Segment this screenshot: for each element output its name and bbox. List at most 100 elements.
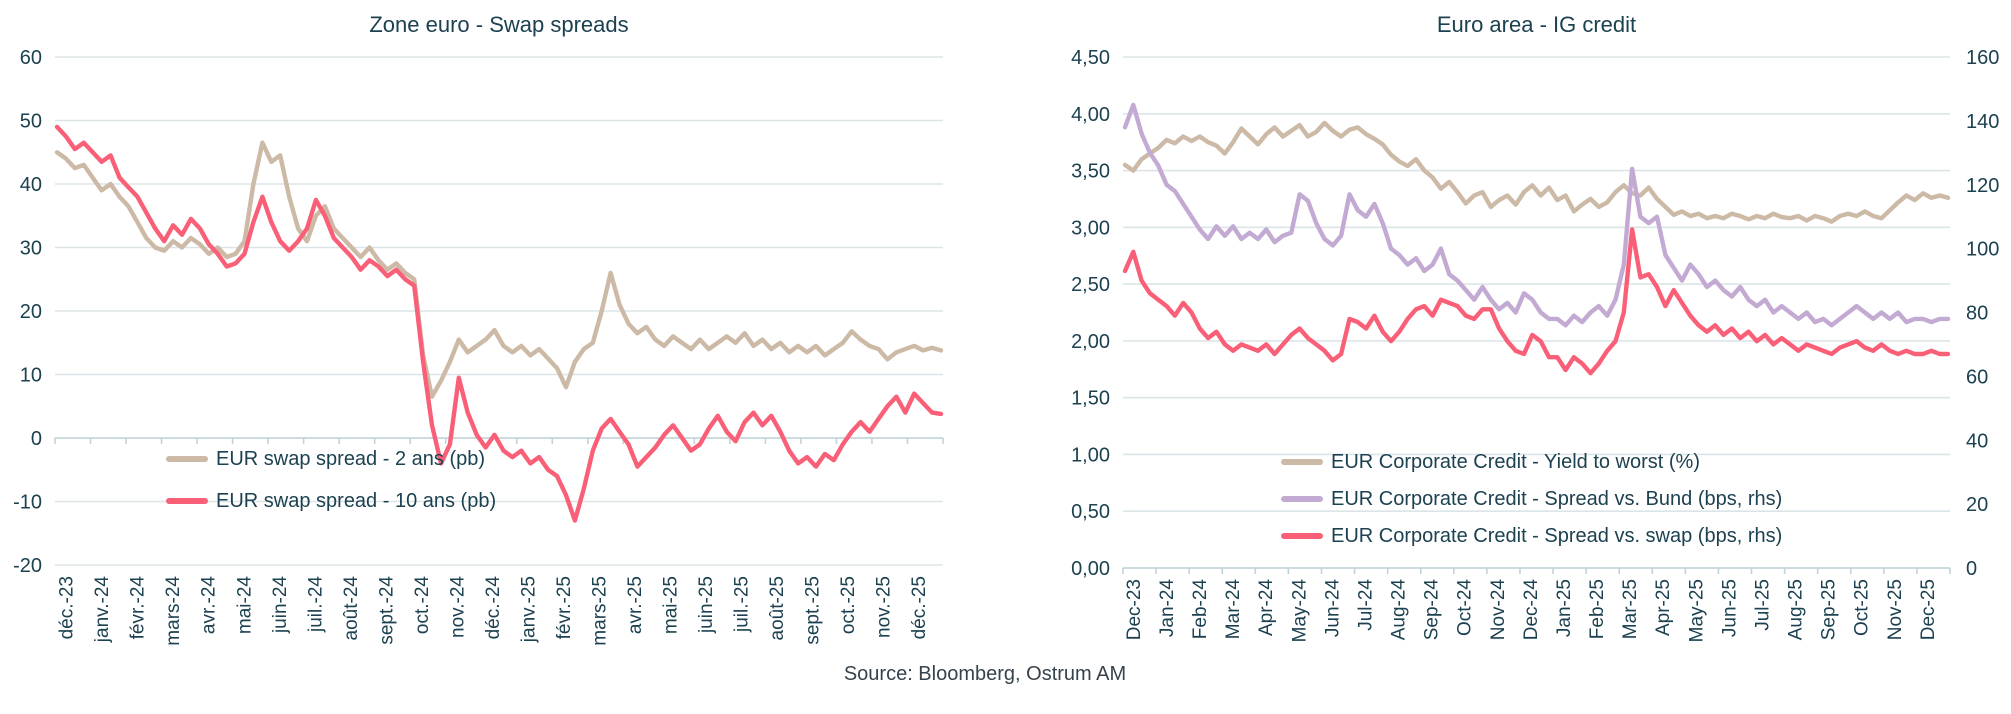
x-axis-tick-label: févr.-25: [554, 576, 575, 639]
x-axis-tick-label: Mar-24: [1223, 579, 1244, 640]
x-axis-tick-label: avr.-25: [625, 576, 646, 634]
y-axis-tick-label: -20: [13, 555, 42, 577]
x-axis-tick-label: Feb-25: [1587, 579, 1608, 639]
x-axis-tick-label: mai-25: [660, 576, 681, 634]
y-axis-tick-label: 3,00: [1071, 217, 1110, 239]
y-axis-tick-label: 1,00: [1071, 444, 1110, 466]
y-axis-right-tick-label: 40: [1966, 430, 1988, 452]
x-axis-tick-label: juil.-25: [732, 576, 753, 633]
x-axis-tick-label: Jan-24: [1157, 579, 1178, 638]
x-axis-tick-label: août-25: [767, 576, 788, 640]
x-axis-tick-label: déc.-23: [57, 576, 78, 639]
y-axis-tick-label: 50: [20, 111, 42, 133]
legend-item-yield: EUR Corporate Credit - Yield to worst (%…: [1281, 451, 1782, 473]
right-chart-legend: EUR Corporate Credit - Yield to worst (%…: [1281, 451, 1782, 562]
right-chart-title: Euro area - IG credit: [1436, 12, 1637, 37]
y-axis-tick-label: 40: [20, 174, 42, 196]
x-axis-tick-label: mai-24: [234, 576, 255, 635]
y-axis-tick-label: 60: [20, 47, 42, 69]
source-note: Source: Bloomberg, Ostrum AM: [843, 663, 1127, 685]
y-axis-tick-label: 3,50: [1071, 161, 1110, 183]
line-swatch-pink: [1281, 533, 1323, 539]
legend-label: EUR Corporate Credit - Yield to worst (%…: [1331, 450, 1701, 473]
x-axis-tick-label: May-24: [1289, 579, 1310, 643]
legend-label: EUR swap spread - 2 ans (pb): [216, 447, 486, 470]
left-chart-legend: EUR swap spread - 2 ans (pb) EUR swap sp…: [166, 448, 496, 532]
y-axis-tick-label: 30: [20, 238, 42, 260]
x-axis-tick-label: févr.-24: [128, 576, 149, 640]
y-axis-right-tick-label: 160: [1966, 47, 1999, 69]
x-axis-tick-label: Jan-25: [1554, 579, 1575, 637]
y-axis-tick-label: 20: [20, 301, 42, 323]
y-axis-tick-label: 1,50: [1071, 388, 1110, 410]
x-axis-tick-label: juil.-24: [305, 576, 326, 633]
x-axis-tick-label: Feb-24: [1190, 579, 1211, 640]
series-eur-swap-2a: [54, 140, 944, 399]
legend-label: EUR Corporate Credit - Spread vs. swap (…: [1331, 524, 1783, 547]
x-axis-tick-label: mars-24: [163, 576, 184, 646]
x-axis-tick-label: Jun-25: [1719, 579, 1740, 637]
y-axis-right-tick-label: 60: [1966, 366, 1988, 388]
legend-item-10ans: EUR swap spread - 10 ans (pb): [166, 490, 496, 512]
legend-item-swap: EUR Corporate Credit - Spread vs. swap (…: [1281, 525, 1782, 547]
x-axis-tick-label: sept.-24: [376, 576, 397, 645]
x-axis-tick-label: Jun-24: [1322, 579, 1343, 638]
x-axis-tick-label: Nov-25: [1885, 579, 1906, 640]
y-axis-right-tick-label: 140: [1966, 111, 1999, 133]
line-swatch-purple: [1281, 496, 1323, 502]
x-axis-tick-label: janv.-24: [92, 576, 113, 644]
x-axis-tick-label: Dec-25: [1918, 579, 1939, 640]
gridlines: 4,50 4,00 3,50 3,00 2,50 2,00 1,50 1,00 0,50 0,00: [1071, 47, 1950, 580]
y-axis-right-tick-label: 20: [1966, 494, 1988, 516]
y-axis-right-tick-label: 80: [1966, 303, 1988, 325]
x-axis-tick-label: May-25: [1686, 579, 1707, 642]
series-eur-swap-10a: [54, 124, 944, 523]
legend-item-2ans: EUR swap spread - 2 ans (pb): [166, 448, 496, 470]
y-axis-tick-label: 2,00: [1071, 331, 1110, 353]
y-axis-right-tick-label: 0: [1966, 558, 1977, 580]
x-axis-tick-label: Aug-24: [1389, 579, 1410, 641]
y-axis-tick-label: 10: [20, 365, 42, 387]
x-axis-tick-label: juin-25: [696, 576, 717, 634]
legend-label: EUR swap spread - 10 ans (pb): [216, 489, 497, 512]
x-axis: [1122, 567, 1951, 574]
y-axis-right-tick-label: 100: [1966, 239, 1999, 261]
y-axis-tick-label: 2,50: [1071, 274, 1110, 296]
x-axis-labels: déc.-23 janv.-24 févr.-24 mars-24 avr.-24 mai…: [57, 576, 930, 646]
x-axis-tick-label: sept.-25: [803, 576, 824, 645]
y-axis-tick-label: 0,50: [1071, 501, 1110, 523]
x-axis-tick-label: Aug-25: [1786, 579, 1807, 640]
series-spread-vs-bund: [1122, 102, 1951, 328]
y-axis-tick-label: 0: [31, 428, 42, 450]
x-axis-tick-label: juin-24: [270, 576, 291, 634]
x-axis-tick-label: Oct-25: [1852, 579, 1873, 636]
line-swatch-tan: [1281, 459, 1323, 465]
x-axis-tick-label: déc.-25: [909, 576, 930, 639]
legend-label: EUR Corporate Credit - Spread vs. Bund (…: [1331, 487, 1783, 510]
x-axis-tick-label: nov.-25: [874, 576, 895, 638]
x-axis-tick-label: Apr-25: [1653, 579, 1674, 636]
x-axis-tick-label: août-24: [341, 576, 362, 641]
x-axis-tick-label: nov.-24: [447, 576, 468, 638]
left-chart-title: Zone euro - Swap spreads: [369, 12, 629, 37]
x-axis-tick-label: janv.-25: [518, 576, 539, 643]
x-axis: [54, 437, 944, 444]
secondary-axis-labels: 160 140 120 100 80 60 40 20 0: [1966, 47, 1999, 580]
x-axis-labels: Dec-23 Jan-24 Feb-24 Mar-24 Apr-24 May-24 Jun-…: [1124, 579, 1939, 643]
x-axis-tick-label: Mar-25: [1620, 579, 1641, 639]
x-axis-tick-label: Jul-24: [1355, 579, 1376, 631]
x-axis-tick-label: Nov-24: [1488, 579, 1509, 641]
x-axis-tick-label: Sep-24: [1422, 579, 1443, 641]
line-swatch-pink: [166, 498, 208, 504]
x-axis-tick-label: avr.-24: [199, 576, 220, 635]
x-axis-tick-label: Apr-24: [1256, 579, 1277, 636]
y-axis-tick-label: 4,00: [1071, 104, 1110, 126]
x-axis-tick-label: oct.-25: [838, 576, 859, 634]
x-axis-tick-label: oct.-24: [412, 576, 433, 635]
y-axis-right-tick-label: 120: [1966, 175, 1999, 197]
y-axis-tick-label: 4,50: [1071, 47, 1110, 69]
x-axis-tick-label: déc.-24: [483, 576, 504, 640]
